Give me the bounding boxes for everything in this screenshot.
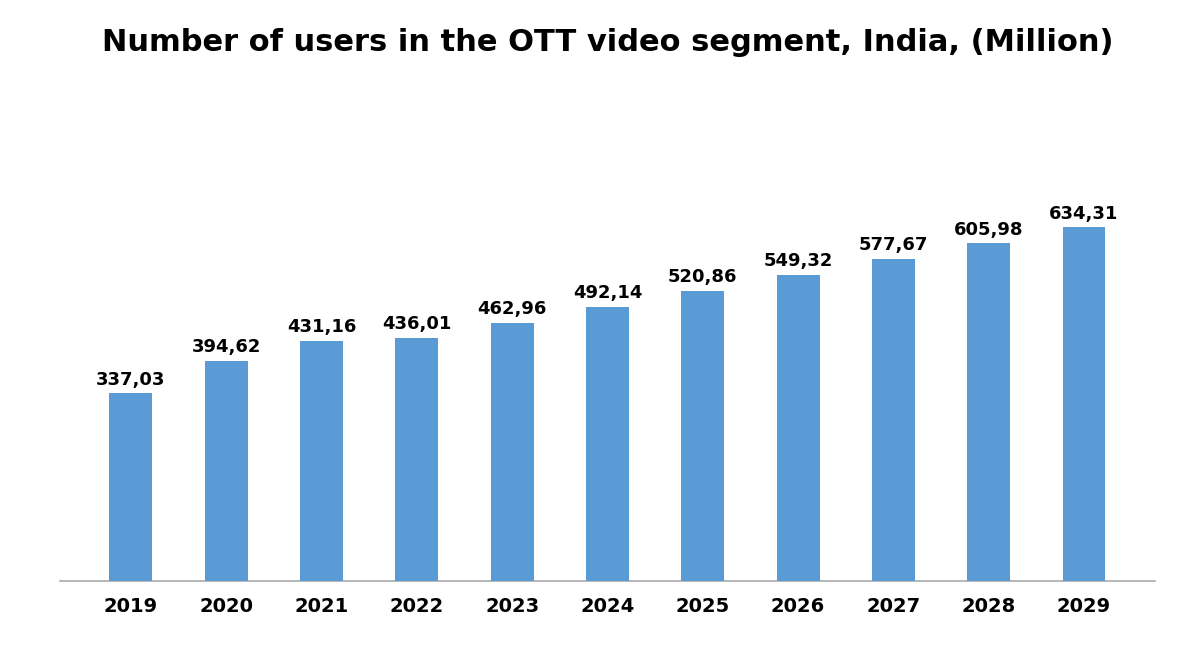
Text: 431,16: 431,16	[287, 318, 356, 336]
Text: 436,01: 436,01	[382, 315, 451, 333]
Bar	[777, 275, 819, 581]
Text: 462,96: 462,96	[478, 300, 547, 318]
Bar	[395, 338, 438, 581]
Text: 605,98: 605,98	[954, 220, 1023, 239]
Title: Number of users in the OTT video segment, India, (Million): Number of users in the OTT video segment…	[101, 28, 1114, 57]
Bar	[110, 393, 152, 581]
Bar	[491, 323, 534, 581]
Bar	[205, 361, 248, 581]
Bar	[586, 306, 629, 581]
Text: 634,31: 634,31	[1049, 205, 1118, 223]
Bar	[681, 290, 724, 581]
Text: 577,67: 577,67	[859, 236, 928, 254]
Bar	[1062, 227, 1105, 581]
Text: 394,62: 394,62	[192, 339, 261, 356]
Text: 549,32: 549,32	[763, 252, 833, 270]
Text: 337,03: 337,03	[96, 370, 166, 389]
Text: 520,86: 520,86	[668, 268, 737, 286]
Text: 492,14: 492,14	[573, 284, 642, 302]
Bar	[300, 341, 343, 581]
Bar	[872, 259, 915, 581]
Bar	[967, 243, 1010, 581]
